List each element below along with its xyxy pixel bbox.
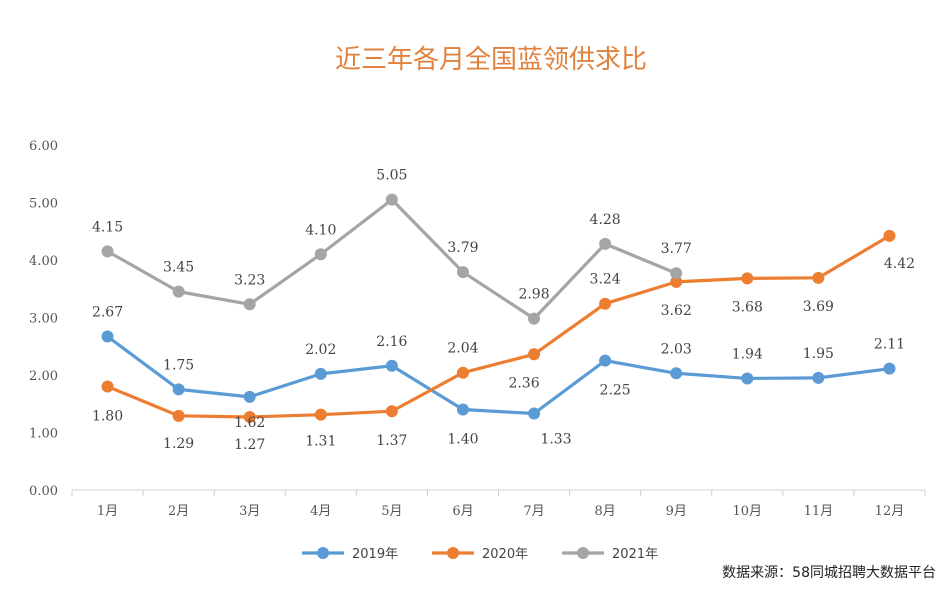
data-label: 4.15 bbox=[92, 219, 123, 235]
data-point bbox=[670, 267, 683, 280]
source-note: 数据来源：58同城招聘大数据平台 bbox=[722, 565, 936, 581]
data-label: 3.24 bbox=[590, 272, 621, 288]
data-point bbox=[101, 245, 114, 258]
data-label: 3.79 bbox=[447, 240, 478, 256]
y-tick-label: 4.00 bbox=[29, 254, 58, 269]
data-point bbox=[599, 354, 612, 367]
data-label: 1.31 bbox=[305, 434, 336, 450]
x-tick-label: 2月 bbox=[168, 504, 189, 519]
legend-marker bbox=[317, 547, 329, 559]
y-tick-label: 1.00 bbox=[29, 427, 58, 442]
x-tick-label: 8月 bbox=[594, 504, 615, 519]
data-point bbox=[883, 229, 896, 242]
data-label: 3.68 bbox=[732, 299, 763, 315]
data-point bbox=[243, 390, 256, 403]
x-tick-label: 3月 bbox=[239, 504, 260, 519]
data-point bbox=[172, 409, 185, 422]
data-point bbox=[883, 362, 896, 375]
legend-label: 2020年 bbox=[482, 547, 528, 562]
data-point bbox=[385, 405, 398, 418]
data-point bbox=[172, 285, 185, 298]
data-label: 3.45 bbox=[163, 260, 194, 276]
data-point bbox=[385, 359, 398, 372]
data-point bbox=[670, 367, 683, 380]
data-label: 2.02 bbox=[305, 342, 336, 358]
data-point bbox=[385, 193, 398, 206]
data-point bbox=[812, 371, 825, 384]
x-tick-label: 1月 bbox=[97, 504, 118, 519]
data-label: 5.05 bbox=[376, 168, 407, 184]
data-point bbox=[101, 380, 114, 393]
data-point bbox=[528, 348, 541, 361]
legend-marker bbox=[447, 547, 459, 559]
data-point bbox=[456, 403, 469, 416]
data-label: 3.23 bbox=[234, 272, 265, 288]
legend-marker bbox=[577, 547, 589, 559]
data-label: 4.10 bbox=[305, 222, 336, 238]
data-point bbox=[314, 248, 327, 261]
data-point bbox=[243, 298, 256, 311]
data-point bbox=[456, 266, 469, 279]
series-line-2020年 bbox=[105, 234, 892, 419]
data-label: 2.11 bbox=[874, 337, 905, 353]
series-line-2019年 bbox=[105, 334, 892, 416]
data-label: 2.25 bbox=[600, 383, 631, 399]
data-label: 1.75 bbox=[163, 357, 194, 373]
data-point bbox=[599, 237, 612, 250]
x-tick-label: 12月 bbox=[875, 504, 905, 519]
data-label: 1.37 bbox=[376, 433, 407, 449]
data-point bbox=[314, 408, 327, 421]
x-tick-label: 9月 bbox=[666, 504, 687, 519]
y-tick-label: 2.00 bbox=[29, 369, 58, 384]
x-tick-label: 7月 bbox=[523, 504, 544, 519]
data-point bbox=[172, 383, 185, 396]
data-label: 1.95 bbox=[803, 346, 834, 362]
y-tick-label: 3.00 bbox=[29, 312, 58, 327]
data-label: 1.80 bbox=[92, 409, 123, 425]
data-point bbox=[101, 330, 114, 343]
x-tick-label: 10月 bbox=[733, 504, 763, 519]
data-label: 2.67 bbox=[92, 304, 123, 320]
legend-label: 2019年 bbox=[352, 547, 398, 562]
data-label: 2.98 bbox=[518, 287, 549, 303]
data-point bbox=[812, 271, 825, 284]
data-point bbox=[243, 410, 256, 423]
data-label: 2.16 bbox=[376, 334, 407, 350]
data-point bbox=[599, 297, 612, 310]
data-label: 2.36 bbox=[508, 375, 539, 391]
data-label: 2.04 bbox=[447, 341, 478, 357]
y-tick-label: 6.00 bbox=[29, 139, 58, 154]
data-point bbox=[741, 372, 754, 385]
data-label: 1.62 bbox=[234, 415, 265, 431]
data-label: 3.62 bbox=[661, 303, 692, 319]
x-tick-label: 4月 bbox=[310, 504, 331, 519]
y-tick-label: 5.00 bbox=[29, 197, 58, 212]
data-point bbox=[314, 367, 327, 380]
data-label: 4.42 bbox=[884, 256, 915, 272]
data-point bbox=[528, 312, 541, 325]
data-label: 3.69 bbox=[803, 299, 834, 315]
data-label: 1.40 bbox=[447, 432, 478, 448]
x-tick-label: 5月 bbox=[381, 504, 402, 519]
x-tick-label: 11月 bbox=[804, 504, 834, 519]
data-point bbox=[456, 366, 469, 379]
data-point bbox=[670, 275, 683, 288]
data-point bbox=[528, 407, 541, 420]
data-label: 1.29 bbox=[163, 436, 194, 452]
legend-label: 2021年 bbox=[612, 547, 658, 562]
y-tick-label: 0.00 bbox=[29, 484, 58, 499]
data-label: 1.27 bbox=[234, 437, 265, 453]
data-label: 1.33 bbox=[540, 432, 571, 448]
data-label: 3.77 bbox=[661, 241, 692, 257]
x-tick-label: 6月 bbox=[452, 504, 473, 519]
data-point bbox=[741, 272, 754, 285]
data-label: 1.94 bbox=[732, 346, 763, 362]
data-label: 4.28 bbox=[590, 212, 621, 228]
data-label: 2.03 bbox=[661, 341, 692, 357]
chart-title: 近三年各月全国蓝领供求比 bbox=[335, 45, 647, 75]
